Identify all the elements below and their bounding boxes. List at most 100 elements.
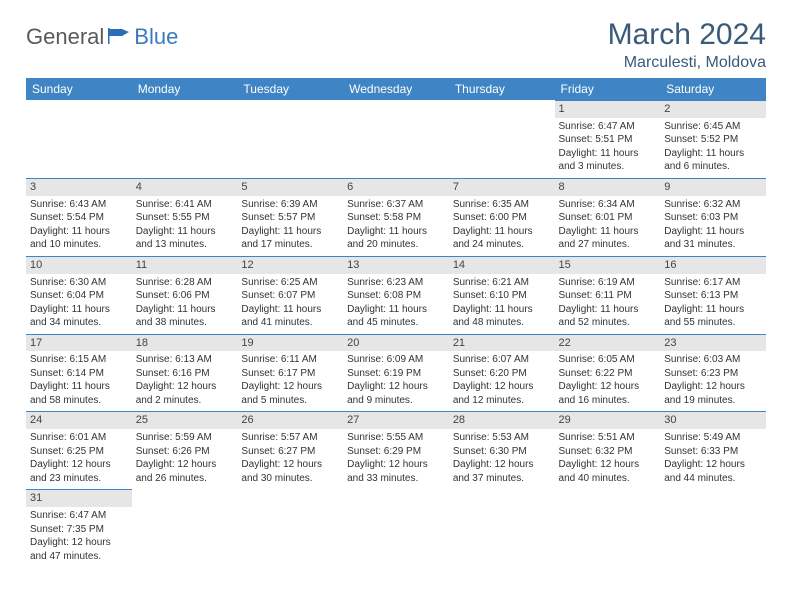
detail-line: Sunset: 6:27 PM <box>241 445 339 459</box>
day-number: 31 <box>26 490 132 507</box>
detail-line: Daylight: 11 hours <box>241 303 339 317</box>
detail-line: Sunrise: 6:17 AM <box>664 276 762 290</box>
calendar-cell: 11Sunrise: 6:28 AMSunset: 6:06 PMDayligh… <box>132 256 238 334</box>
day-number: 13 <box>343 257 449 274</box>
detail-line: Daylight: 12 hours <box>347 380 445 394</box>
calendar-table: Sunday Monday Tuesday Wednesday Thursday… <box>26 78 766 567</box>
detail-line: Sunset: 6:07 PM <box>241 289 339 303</box>
calendar-cell: 16Sunrise: 6:17 AMSunset: 6:13 PMDayligh… <box>660 256 766 334</box>
day-number: 7 <box>449 179 555 196</box>
detail-line: Sunset: 6:29 PM <box>347 445 445 459</box>
detail-line: and 48 minutes. <box>453 316 551 330</box>
title-block: March 2024 Marculesti, Moldova <box>608 18 766 72</box>
calendar-cell: 14Sunrise: 6:21 AMSunset: 6:10 PMDayligh… <box>449 256 555 334</box>
calendar-cell <box>132 100 238 178</box>
detail-line: and 31 minutes. <box>664 238 762 252</box>
detail-line: Daylight: 12 hours <box>30 536 128 550</box>
calendar-cell: 13Sunrise: 6:23 AMSunset: 6:08 PMDayligh… <box>343 256 449 334</box>
day-details: Sunrise: 6:25 AMSunset: 6:07 PMDaylight:… <box>237 274 343 334</box>
day-details: Sunrise: 6:41 AMSunset: 5:55 PMDaylight:… <box>132 196 238 256</box>
detail-line: Sunset: 6:20 PM <box>453 367 551 381</box>
header: General Blue March 2024 Marculesti, Mold… <box>26 18 766 72</box>
day-details: Sunrise: 6:32 AMSunset: 6:03 PMDaylight:… <box>660 196 766 256</box>
detail-line: Daylight: 12 hours <box>136 458 234 472</box>
detail-line: Daylight: 11 hours <box>241 225 339 239</box>
calendar-cell: 21Sunrise: 6:07 AMSunset: 6:20 PMDayligh… <box>449 334 555 412</box>
weekday-header: Thursday <box>449 78 555 100</box>
day-details: Sunrise: 6:47 AMSunset: 5:51 PMDaylight:… <box>555 118 661 178</box>
detail-line: Sunrise: 6:47 AM <box>30 509 128 523</box>
detail-line: Daylight: 11 hours <box>453 225 551 239</box>
calendar-cell: 20Sunrise: 6:09 AMSunset: 6:19 PMDayligh… <box>343 334 449 412</box>
detail-line: and 34 minutes. <box>30 316 128 330</box>
day-details: Sunrise: 6:11 AMSunset: 6:17 PMDaylight:… <box>237 351 343 411</box>
detail-line: Sunset: 6:19 PM <box>347 367 445 381</box>
weekday-header: Wednesday <box>343 78 449 100</box>
calendar-cell: 23Sunrise: 6:03 AMSunset: 6:23 PMDayligh… <box>660 334 766 412</box>
day-number: 2 <box>660 101 766 118</box>
detail-line: Daylight: 12 hours <box>241 458 339 472</box>
detail-line: Daylight: 11 hours <box>559 303 657 317</box>
calendar-row: 1Sunrise: 6:47 AMSunset: 5:51 PMDaylight… <box>26 100 766 178</box>
detail-line: Sunset: 5:58 PM <box>347 211 445 225</box>
detail-line: Sunset: 5:54 PM <box>30 211 128 225</box>
detail-line: and 12 minutes. <box>453 394 551 408</box>
detail-line: Daylight: 12 hours <box>559 380 657 394</box>
detail-line: and 20 minutes. <box>347 238 445 252</box>
location-label: Marculesti, Moldova <box>608 54 766 72</box>
day-number: 12 <box>237 257 343 274</box>
detail-line: Sunset: 6:04 PM <box>30 289 128 303</box>
detail-line: and 9 minutes. <box>347 394 445 408</box>
calendar-cell: 18Sunrise: 6:13 AMSunset: 6:16 PMDayligh… <box>132 334 238 412</box>
detail-line: Daylight: 12 hours <box>559 458 657 472</box>
detail-line: Daylight: 11 hours <box>453 303 551 317</box>
detail-line: Sunset: 5:55 PM <box>136 211 234 225</box>
day-number: 6 <box>343 179 449 196</box>
detail-line: and 37 minutes. <box>453 472 551 486</box>
calendar-cell <box>449 100 555 178</box>
weekday-header: Monday <box>132 78 238 100</box>
calendar-cell: 24Sunrise: 6:01 AMSunset: 6:25 PMDayligh… <box>26 411 132 489</box>
day-details: Sunrise: 5:55 AMSunset: 6:29 PMDaylight:… <box>343 429 449 489</box>
day-number: 9 <box>660 179 766 196</box>
detail-line: Sunset: 5:57 PM <box>241 211 339 225</box>
day-number: 16 <box>660 257 766 274</box>
logo: General Blue <box>26 24 178 50</box>
detail-line: Sunrise: 6:13 AM <box>136 353 234 367</box>
detail-line: Sunrise: 6:25 AM <box>241 276 339 290</box>
calendar-cell: 25Sunrise: 5:59 AMSunset: 6:26 PMDayligh… <box>132 411 238 489</box>
detail-line: Sunrise: 6:32 AM <box>664 198 762 212</box>
day-number: 22 <box>555 335 661 352</box>
detail-line: and 47 minutes. <box>30 550 128 564</box>
detail-line: and 58 minutes. <box>30 394 128 408</box>
detail-line: Sunrise: 6:15 AM <box>30 353 128 367</box>
detail-line: Sunrise: 6:34 AM <box>559 198 657 212</box>
day-details: Sunrise: 5:57 AMSunset: 6:27 PMDaylight:… <box>237 429 343 489</box>
calendar-cell: 29Sunrise: 5:51 AMSunset: 6:32 PMDayligh… <box>555 411 661 489</box>
detail-line: Sunset: 6:16 PM <box>136 367 234 381</box>
detail-line: Sunset: 6:30 PM <box>453 445 551 459</box>
calendar-cell: 31Sunrise: 6:47 AMSunset: 7:35 PMDayligh… <box>26 489 132 567</box>
day-details: Sunrise: 6:30 AMSunset: 6:04 PMDaylight:… <box>26 274 132 334</box>
detail-line: Sunset: 6:10 PM <box>453 289 551 303</box>
day-details: Sunrise: 6:43 AMSunset: 5:54 PMDaylight:… <box>26 196 132 256</box>
logo-flag-icon <box>108 26 130 49</box>
day-details: Sunrise: 6:03 AMSunset: 6:23 PMDaylight:… <box>660 351 766 411</box>
day-details: Sunrise: 6:21 AMSunset: 6:10 PMDaylight:… <box>449 274 555 334</box>
detail-line: Daylight: 11 hours <box>559 225 657 239</box>
day-details: Sunrise: 6:34 AMSunset: 6:01 PMDaylight:… <box>555 196 661 256</box>
detail-line: Daylight: 12 hours <box>664 380 762 394</box>
detail-line: Daylight: 11 hours <box>136 225 234 239</box>
detail-line: Sunset: 6:06 PM <box>136 289 234 303</box>
day-number: 15 <box>555 257 661 274</box>
detail-line: Sunset: 6:00 PM <box>453 211 551 225</box>
detail-line: and 2 minutes. <box>136 394 234 408</box>
detail-line: and 17 minutes. <box>241 238 339 252</box>
day-number: 20 <box>343 335 449 352</box>
calendar-cell: 2Sunrise: 6:45 AMSunset: 5:52 PMDaylight… <box>660 100 766 178</box>
calendar-cell <box>343 489 449 567</box>
detail-line: Daylight: 12 hours <box>347 458 445 472</box>
detail-line: Sunrise: 5:53 AM <box>453 431 551 445</box>
detail-line: Sunset: 6:14 PM <box>30 367 128 381</box>
detail-line: Daylight: 11 hours <box>664 225 762 239</box>
